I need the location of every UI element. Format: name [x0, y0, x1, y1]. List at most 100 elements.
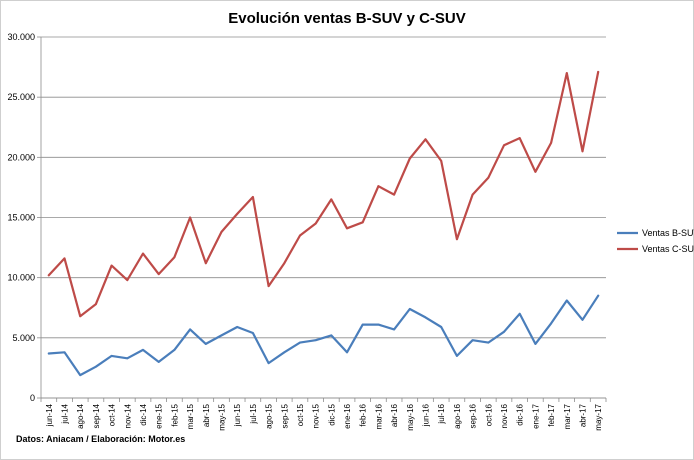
y-tick-label: 20.000	[7, 152, 35, 162]
legend-label: Ventas C-SUV	[642, 244, 694, 254]
data-point	[220, 231, 223, 233]
series-line	[47, 70, 600, 318]
x-tick-label: oct-16	[484, 403, 493, 426]
data-point	[597, 294, 600, 297]
x-tick-label: may-16	[406, 403, 415, 430]
data-point	[597, 70, 600, 73]
source-note: Datos: Aniacam / Elaboración: Motor.es	[16, 434, 186, 444]
data-point	[63, 351, 66, 354]
x-tick-label: jun-14	[45, 403, 54, 427]
data-point	[408, 308, 411, 310]
data-point	[534, 342, 537, 345]
grid-layer	[41, 36, 606, 399]
data-point	[565, 72, 568, 74]
data-point	[581, 150, 584, 153]
data-point	[440, 326, 443, 328]
legend-label: Ventas B-SUV	[642, 228, 694, 238]
x-tick-label: dic-15	[327, 403, 336, 425]
data-point	[424, 138, 427, 141]
x-tick-label: oct-14	[108, 403, 117, 426]
data-point	[142, 252, 144, 255]
data-point	[534, 170, 537, 173]
data-point	[518, 312, 521, 315]
x-tick-label: ago-14	[76, 403, 85, 428]
data-point	[110, 264, 113, 267]
data-point	[456, 354, 458, 357]
x-tick-label: nov-16	[500, 403, 509, 428]
data-point	[251, 196, 254, 198]
data-point	[173, 348, 176, 351]
data-point	[189, 216, 191, 219]
data-point	[565, 299, 568, 302]
x-tick-label: sep-14	[92, 403, 101, 428]
legend: Ventas B-SUV Ventas C-SUV	[617, 228, 694, 254]
data-point	[346, 351, 348, 354]
x-tick-label: mar-17	[563, 403, 572, 429]
data-point	[267, 285, 270, 287]
x-tick-label: feb-15	[170, 403, 179, 426]
data-point	[518, 137, 521, 139]
x-tick-label: ago-15	[265, 403, 274, 428]
x-tick-label: nov-15	[312, 403, 321, 428]
data-point	[377, 185, 380, 188]
x-tick-label: abr-16	[390, 403, 399, 427]
series-line	[47, 294, 600, 377]
data-point	[95, 303, 97, 306]
data-point	[157, 361, 160, 363]
x-tick-label: jun-16	[422, 403, 431, 427]
data-point	[487, 341, 490, 344]
x-tick-label: jul-15	[249, 403, 258, 424]
y-tick-label: 30.000	[7, 32, 35, 42]
data-point	[393, 193, 396, 196]
data-point	[440, 160, 443, 162]
series-1	[47, 294, 600, 377]
data-point	[126, 357, 129, 360]
y-tick-label: 25.000	[7, 92, 35, 102]
data-point	[79, 374, 82, 377]
y-tick-label: 10.000	[7, 273, 35, 283]
x-tick-label: jul-14	[61, 403, 70, 424]
data-point	[283, 351, 286, 354]
x-tick-label: may-15	[217, 403, 226, 430]
data-point	[283, 262, 286, 265]
data-point	[456, 238, 458, 241]
data-point	[63, 257, 66, 260]
x-tick-label: sep-16	[469, 403, 478, 428]
x-tick-label: mar-15	[186, 403, 195, 429]
data-point	[471, 339, 474, 342]
data-point	[330, 334, 333, 337]
x-tick-label: ene-16	[343, 403, 352, 428]
x-tick-label: oct-15	[296, 403, 305, 426]
data-point	[503, 330, 505, 333]
x-tick-label: jun-15	[233, 403, 242, 427]
chart-title: Evolución ventas B-SUV y C-SUV	[228, 10, 466, 27]
series-layer	[47, 70, 600, 377]
data-point	[408, 157, 411, 160]
x-tick-label: nov-14	[123, 403, 132, 428]
data-point	[236, 326, 239, 328]
data-point	[314, 339, 317, 342]
data-point	[251, 332, 254, 334]
data-point	[299, 341, 301, 344]
x-tick-label: feb-17	[547, 403, 556, 426]
data-point	[79, 315, 82, 318]
data-point	[189, 328, 191, 331]
data-point	[346, 227, 348, 230]
x-tick-label: mar-16	[374, 403, 383, 429]
x-tick-label: may-17	[594, 403, 603, 430]
data-point	[361, 221, 364, 224]
data-point	[173, 256, 176, 259]
data-point	[267, 362, 270, 365]
data-point	[204, 262, 207, 265]
data-point	[204, 342, 207, 345]
x-tick-label: dic-14	[139, 403, 148, 425]
x-tick-label: abr-17	[578, 403, 587, 427]
x-tick-label: dic-16	[516, 403, 525, 425]
data-point	[550, 322, 552, 325]
data-point	[471, 193, 474, 196]
x-tick-label: feb-16	[359, 403, 368, 426]
x-tick-label: ago-16	[453, 403, 462, 428]
data-point	[142, 348, 144, 351]
data-point	[377, 323, 380, 326]
